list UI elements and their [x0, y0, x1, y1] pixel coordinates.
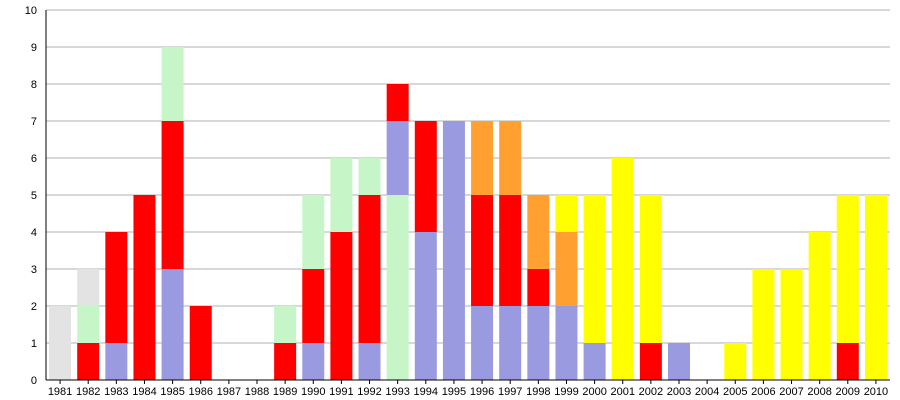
bar-segment-1996 [471, 195, 494, 306]
x-tick-label: 1989 [273, 386, 297, 398]
bar-segment-2000 [583, 343, 606, 380]
x-tick-label: 2002 [639, 386, 663, 398]
bar-segment-1993 [386, 121, 409, 195]
bar-segment-1983 [105, 232, 128, 343]
y-tick-label: 10 [25, 5, 37, 17]
x-tick-label: 1982 [76, 386, 100, 398]
y-tick-label: 6 [31, 153, 37, 165]
x-tick-label: 1997 [498, 386, 522, 398]
bar-segment-2005 [724, 343, 747, 380]
bar-segment-1992 [358, 158, 381, 195]
bar-segment-2003 [668, 343, 690, 380]
x-tick-label: 1985 [160, 386, 184, 398]
bar-segment-2009 [836, 195, 859, 343]
y-tick-label: 3 [31, 264, 37, 276]
bar-segment-1982 [77, 269, 100, 306]
bar-segment-1997 [499, 195, 522, 306]
bar-segment-1985 [161, 269, 184, 380]
bar-segment-2000 [583, 195, 606, 343]
bar-segment-1991 [330, 158, 353, 232]
x-tick-label: 1998 [526, 386, 550, 398]
bar-segment-1991 [330, 232, 353, 380]
bar-segment-2007 [780, 269, 803, 380]
bar-segment-1985 [161, 47, 184, 121]
bar-segment-1997 [499, 121, 522, 195]
bar-segment-1994 [414, 232, 437, 380]
bar-segment-1998 [527, 269, 550, 306]
y-tick-label: 0 [31, 375, 37, 387]
x-tick-label: 1983 [104, 386, 128, 398]
x-tick-label: 1987 [217, 386, 241, 398]
bar-segment-1992 [358, 343, 381, 380]
bar-segment-1989 [274, 343, 297, 380]
bar-segment-1997 [499, 306, 522, 380]
y-tick-label: 5 [31, 190, 37, 202]
x-tick-label: 2003 [667, 386, 691, 398]
x-tick-label: 1981 [48, 386, 72, 398]
bar-segment-1998 [527, 306, 550, 380]
bar-segment-1999 [555, 195, 578, 232]
bar-segment-1983 [105, 343, 128, 380]
bars [49, 47, 887, 380]
bar-segment-1986 [189, 306, 212, 380]
bar-segment-1990 [302, 195, 325, 269]
grid-lines [46, 9, 890, 381]
x-tick-label: 2004 [695, 386, 719, 398]
y-tick-label: 9 [31, 42, 37, 54]
bar-segment-1982 [77, 343, 100, 380]
bar-segment-1994 [414, 121, 437, 232]
bar-segment-1990 [302, 269, 325, 343]
bar-segment-1996 [471, 121, 494, 195]
bar-segment-2006 [752, 269, 775, 380]
bar-segment-1984 [133, 195, 156, 380]
x-tick-label: 1999 [554, 386, 578, 398]
bar-segment-2009 [836, 343, 859, 380]
y-tick-label: 8 [31, 79, 37, 91]
x-tick-label: 1995 [442, 386, 466, 398]
bar-segment-2001 [611, 158, 634, 380]
x-tick-label: 1986 [188, 386, 212, 398]
axes [45, 10, 890, 384]
bar-segment-1995 [442, 121, 465, 380]
y-tick-label: 4 [31, 227, 37, 239]
x-tick-label: 2009 [836, 386, 860, 398]
x-tick-label: 2008 [807, 386, 831, 398]
x-tick-label: 2007 [779, 386, 803, 398]
y-tick-label: 2 [31, 301, 37, 313]
x-tick-label: 1988 [245, 386, 269, 398]
bar-segment-1996 [471, 306, 494, 380]
y-tick-labels: 0 1 2 3 4 5 6 7 8 9 10 [25, 5, 37, 387]
bar-segment-1998 [527, 195, 550, 269]
bar-segment-1982 [77, 306, 100, 343]
bar-segment-1985 [161, 121, 184, 269]
x-tick-label: 1996 [470, 386, 494, 398]
bar-segment-2008 [808, 232, 831, 380]
bar-segment-1992 [358, 195, 381, 343]
x-tick-label: 1991 [329, 386, 353, 398]
bar-segment-1999 [555, 232, 578, 306]
x-tick-label: 1994 [414, 386, 438, 398]
bar-segment-2002 [639, 343, 662, 380]
bar-segment-1981 [49, 306, 72, 380]
y-tick-label: 7 [31, 116, 37, 128]
bar-segment-2010 [864, 195, 887, 380]
x-tick-label: 1993 [385, 386, 409, 398]
bar-segment-1989 [274, 306, 297, 343]
bar-segment-1993 [386, 84, 409, 121]
bar-segment-1999 [555, 306, 578, 380]
x-tick-label: 1990 [301, 386, 325, 398]
x-tick-label: 1984 [132, 386, 156, 398]
x-tick-labels: 1981 1982 1983 1984 1985 1986 1987 1988 1989 1990… [48, 386, 888, 398]
x-tick-label: 1992 [357, 386, 381, 398]
x-tick-label: 2010 [864, 386, 888, 398]
x-tick-label: 2000 [582, 386, 606, 398]
bar-segment-2002 [639, 195, 662, 343]
bar-segment-1993 [386, 195, 409, 380]
x-tick-label: 2001 [610, 386, 634, 398]
bar-segment-1990 [302, 343, 325, 380]
x-tick-label: 2005 [723, 386, 747, 398]
y-tick-label: 1 [31, 338, 37, 350]
x-tick-label: 2006 [751, 386, 775, 398]
